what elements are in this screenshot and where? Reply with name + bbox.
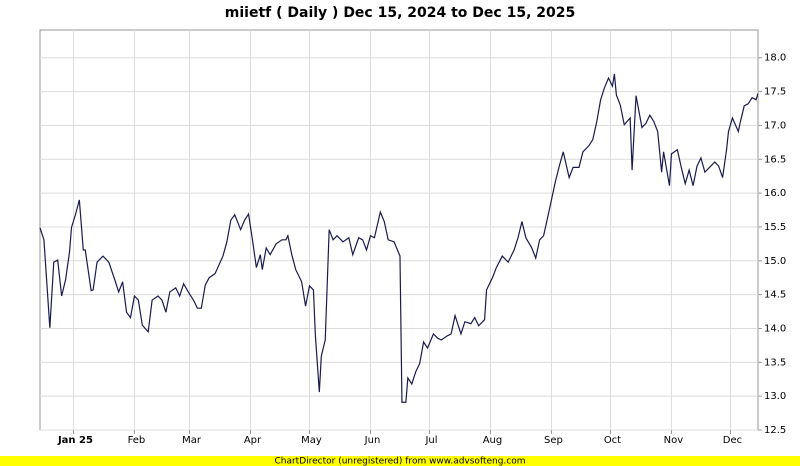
y-tick-label: 17.5 <box>764 87 786 98</box>
plot-area <box>39 29 759 431</box>
y-tick-label: 16.5 <box>764 154 786 165</box>
y-tick-label: 14.5 <box>764 290 786 301</box>
marks <box>39 73 759 403</box>
x-tick-label: Oct <box>604 435 621 446</box>
x-tick-label: Nov <box>664 435 684 446</box>
x-tick-label: Jul <box>424 435 437 446</box>
footer-bar <box>0 456 800 466</box>
footer-text: ChartDirector (unregistered) from www.ad… <box>274 457 525 466</box>
y-tick-label: 13.5 <box>764 357 786 368</box>
x-tick-label: Jan 25 <box>57 435 93 446</box>
y-tick-label: 12.5 <box>764 425 786 436</box>
x-tick-label: Feb <box>128 435 146 446</box>
x-tick-label: Aug <box>483 435 503 446</box>
labels: 12.5 13.0 13.5 14.0 14.5 15.0 15.5 16.0 16.5 17.0… <box>57 53 786 446</box>
x-tick-label: Apr <box>244 435 262 446</box>
y-tick-label: 16.0 <box>764 188 786 199</box>
y-tick-label: 15.0 <box>764 256 786 267</box>
price-line <box>39 73 759 403</box>
x-tick-label: May <box>301 435 322 446</box>
x-tick-label: Mar <box>182 435 202 446</box>
x-tick-label: Dec <box>723 435 742 446</box>
grid <box>40 30 758 431</box>
chart-title: miietf ( Daily ) Dec 15, 2024 to Dec 15,… <box>225 5 575 21</box>
y-tick-label: 15.5 <box>764 222 786 233</box>
x-tick-label: Jun <box>364 435 381 446</box>
y-tick-label: 13.0 <box>764 391 786 402</box>
x-tick-label: Sep <box>544 435 563 446</box>
y-tick-label: 17.0 <box>764 120 786 131</box>
y-tick-label: 18.0 <box>764 53 786 64</box>
y-tick-label: 14.0 <box>764 323 786 334</box>
